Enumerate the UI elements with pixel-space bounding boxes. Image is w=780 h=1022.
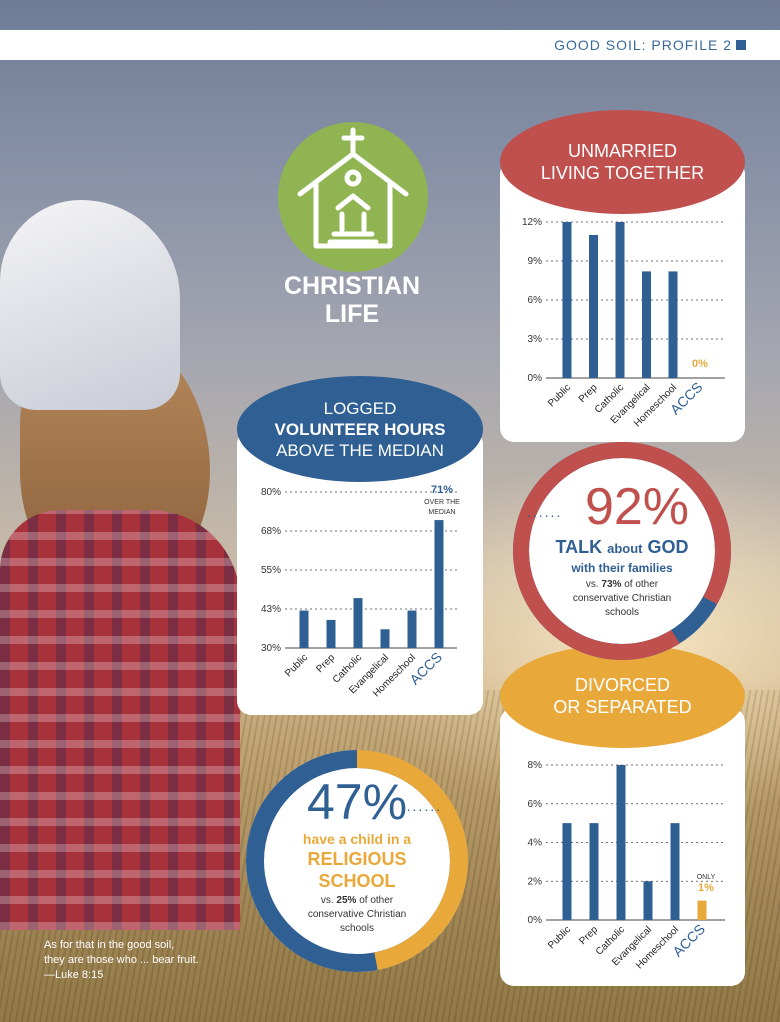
- bar-accs: [434, 520, 444, 648]
- y-tick-label: 2%: [528, 876, 543, 887]
- religious-school-line3: SCHOOL: [318, 871, 396, 891]
- quote-line1: As for that in the good soil,: [44, 939, 175, 951]
- y-tick-label: 3%: [528, 334, 543, 345]
- accs-annotation-sub2: MEDIAN: [428, 509, 455, 516]
- x-tick-label: Prep: [314, 652, 337, 675]
- y-tick-label: 80%: [261, 487, 281, 498]
- bar-prep: [326, 619, 336, 648]
- x-tick-label: Public: [283, 652, 310, 679]
- religious-school-big-value: 47%: [306, 774, 408, 830]
- accs-annotation-pre: ONLY: [697, 874, 716, 881]
- y-tick-label: 12%: [522, 217, 542, 228]
- y-tick-label: 0%: [528, 915, 543, 926]
- girl-cap: [0, 200, 180, 410]
- volunteer-title-line3: ABOVE THE MEDIAN: [276, 440, 444, 460]
- y-tick-label: 0%: [528, 373, 543, 384]
- talk-god-big-value: 92%: [584, 478, 690, 536]
- talk-god-vs-line3: schools: [605, 607, 639, 618]
- accs-annotation: 0%: [692, 358, 708, 370]
- talk-god-vs-line2: conservative Christian: [572, 593, 672, 604]
- bar-catholic: [616, 765, 626, 920]
- bar-catholic: [353, 598, 363, 648]
- divorced-title-line2: OR SEPARATED: [553, 697, 692, 717]
- religious-school-vs-line2: conservative Christian: [307, 909, 407, 920]
- section-icon-circle: [278, 122, 428, 272]
- y-tick-label: 30%: [261, 643, 281, 654]
- y-tick-label: 4%: [528, 838, 543, 849]
- talk-god-vs-post: of other: [624, 579, 659, 590]
- talk-god-vs: vs.: [585, 579, 599, 590]
- section-title: CHRISTIAN LIFE: [262, 272, 442, 328]
- x-tick-label: Public: [546, 382, 573, 409]
- talk-god-vs-value: 73%: [601, 579, 622, 590]
- religious-school-vs-post: of other: [359, 895, 394, 906]
- volunteer-title-line2: VOLUNTEER HOURS: [274, 419, 446, 439]
- divorced-chart: 0%2%4%6%8%Public PrepCatholicEvangelicalH…: [528, 760, 725, 971]
- header-square-icon: [736, 40, 746, 50]
- x-tick-label: Prep: [577, 382, 600, 405]
- y-tick-label: 6%: [528, 799, 543, 810]
- unmarried-title-line1: UNMARRIED: [567, 141, 677, 161]
- section-title-line2: LIFE: [324, 300, 380, 328]
- divorced-title-pill: DIVORCED OR SEPARATED: [500, 644, 745, 748]
- bar-accs: [697, 900, 707, 920]
- y-tick-label: 9%: [528, 256, 543, 267]
- church-icon: [297, 127, 409, 249]
- bar-prep: [589, 823, 599, 920]
- talk-god-line2: with their families: [571, 561, 673, 575]
- religious-school-text: 47% ...... have a child in a RELIGIOUS S…: [266, 774, 448, 936]
- bar-homeschool: [668, 271, 678, 378]
- talk-god-line1a: TALK: [555, 537, 603, 557]
- bar-homeschool: [407, 610, 417, 648]
- bible-quote: As for that in the good soil, they are t…: [44, 938, 244, 983]
- bar-public: [562, 823, 572, 920]
- unmarried-title-pill: UNMARRIED LIVING TOGETHER: [500, 110, 745, 214]
- y-tick-label: 68%: [261, 526, 281, 537]
- talk-god-line1c: GOD: [647, 537, 689, 557]
- bar-public: [299, 610, 309, 648]
- y-tick-label: 6%: [528, 295, 543, 306]
- volunteer-title-line1: LOGGED: [323, 398, 397, 418]
- accs-annotation: 71%: [431, 484, 453, 496]
- volunteer-chart: 30%43%55%68%80%Public PrepCatholicEvangel…: [261, 484, 460, 699]
- talk-god-dots: ......: [527, 504, 563, 520]
- religious-school-line2: RELIGIOUS: [307, 849, 407, 869]
- bar-evangelical: [380, 629, 390, 648]
- talk-god-text: ...... 92% TALK about GOD with their fam…: [527, 478, 711, 620]
- religious-school-dots: ......: [406, 798, 442, 814]
- talk-god-line1b: about: [607, 541, 643, 556]
- religious-school-value-arc: [246, 750, 468, 972]
- section-title-line1: CHRISTIAN: [283, 272, 421, 300]
- talk-god-bg: [513, 442, 731, 660]
- religious-school-vs: vs.: [320, 895, 334, 906]
- bar-catholic: [615, 222, 625, 378]
- religious-school-vs-line3: schools: [340, 923, 374, 934]
- quote-line3: —Luke 8:15: [44, 969, 104, 981]
- divorced-title-line1: DIVORCED: [574, 675, 670, 695]
- religious-school-vs-value: 25%: [336, 895, 357, 906]
- religious-school-donut: [246, 750, 468, 972]
- religious-school-line1: have a child in a: [302, 831, 412, 847]
- girl-plaid-shirt: [0, 510, 240, 930]
- quote-line2: they are those who ... bear fruit.: [44, 954, 199, 966]
- x-tick-label: Public: [546, 924, 573, 951]
- y-tick-label: 8%: [528, 760, 543, 771]
- religious-school-bg: [246, 750, 468, 972]
- y-tick-label: 43%: [261, 604, 281, 615]
- bar-prep: [589, 235, 598, 378]
- unmarried-chart: 0%3%6%9%12%Public PrepCatholicEvangelical…: [522, 217, 725, 429]
- talk-god-donut: [513, 442, 731, 660]
- bar-homeschool: [670, 823, 680, 920]
- y-tick-label: 55%: [261, 565, 281, 576]
- x-tick-label: Prep: [577, 924, 600, 947]
- accs-annotation: 1%: [698, 882, 714, 894]
- page-header: GOOD SOIL: PROFILE 2: [0, 30, 780, 60]
- volunteer-title-pill: LOGGED VOLUNTEER HOURS ABOVE THE MEDIAN: [237, 376, 483, 482]
- unmarried-title-line2: LIVING TOGETHER: [540, 163, 705, 183]
- bar-evangelical: [642, 271, 651, 378]
- bar-public: [562, 222, 572, 378]
- bar-evangelical: [643, 881, 653, 920]
- header-title: GOOD SOIL: PROFILE 2: [554, 37, 732, 53]
- accs-annotation-sub1: OVER THE: [424, 499, 460, 506]
